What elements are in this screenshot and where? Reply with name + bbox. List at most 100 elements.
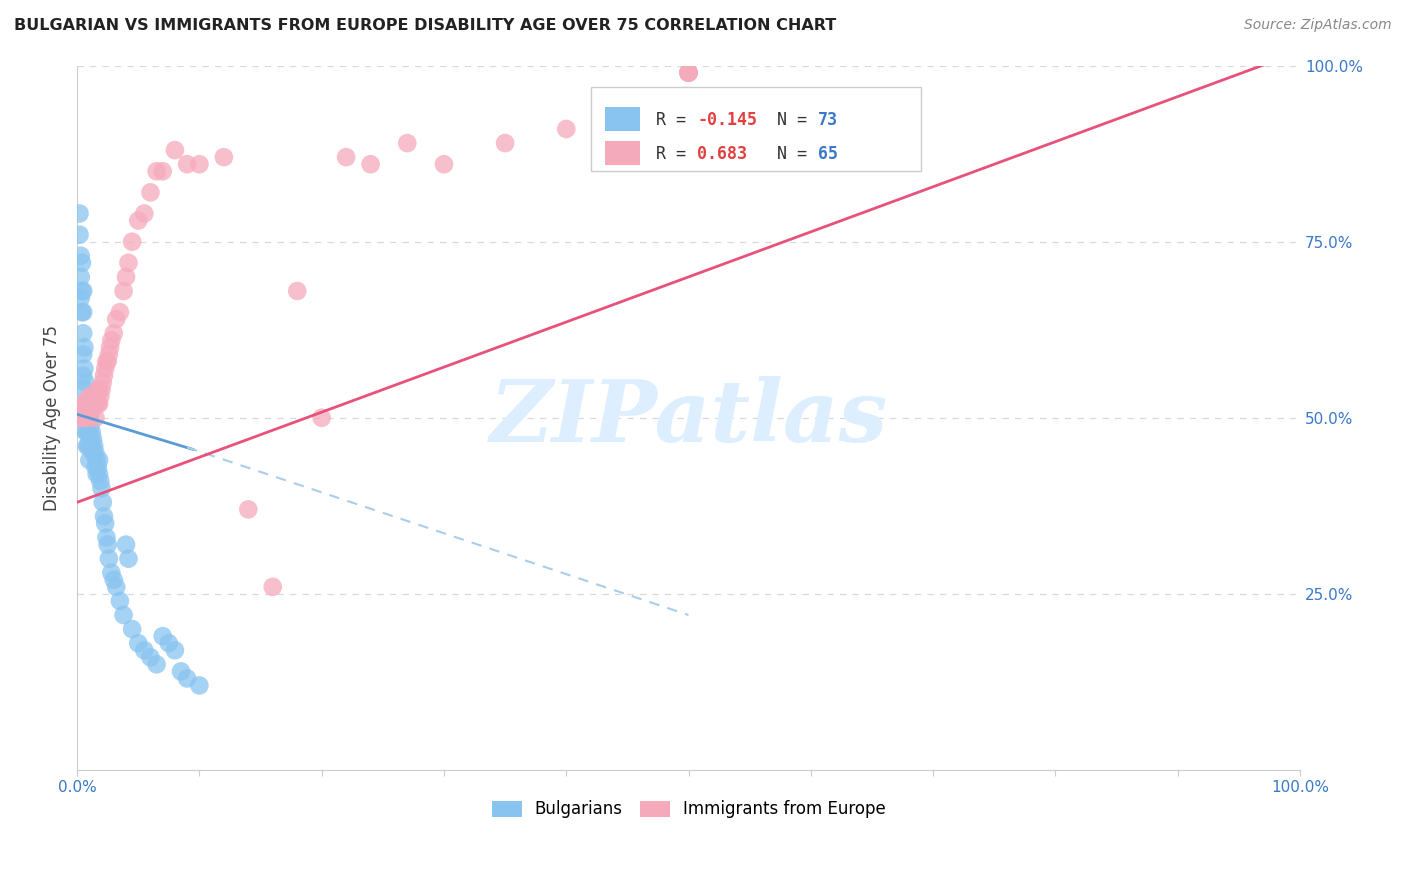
Point [103, 573, 125, 587]
Point [170, 665, 193, 679]
Point [108, 594, 131, 608]
Point [82, 432, 104, 446]
Point [678, 65, 700, 79]
Point [70, 305, 93, 319]
Point [84, 397, 107, 411]
Point [127, 636, 149, 650]
Point [87, 383, 110, 397]
Point [87, 467, 110, 482]
Point [79, 403, 101, 417]
Point [105, 312, 128, 326]
Point [121, 235, 143, 249]
Point [87, 397, 110, 411]
Point [212, 150, 235, 164]
Point [94, 361, 117, 376]
Point [87, 397, 110, 411]
Bar [606, 141, 640, 165]
Point [433, 157, 456, 171]
Bar [606, 107, 640, 131]
Point [91, 495, 114, 509]
Point [396, 136, 419, 150]
Point [262, 580, 284, 594]
Point [86, 467, 108, 482]
Point [100, 334, 122, 348]
Point [127, 213, 149, 227]
Point [678, 65, 700, 79]
Point [115, 538, 138, 552]
Point [94, 516, 117, 531]
Point [152, 629, 174, 643]
Point [82, 397, 104, 411]
Text: ZIPatlas: ZIPatlas [489, 376, 887, 459]
Point [616, 108, 638, 122]
Point [86, 390, 108, 404]
Point [69, 249, 91, 263]
Point [84, 460, 107, 475]
Point [89, 474, 111, 488]
Point [72, 326, 94, 341]
Point [72, 347, 94, 361]
Point [69, 227, 91, 242]
Point [139, 186, 162, 200]
Point [79, 425, 101, 439]
Point [73, 361, 96, 376]
Point [97, 347, 120, 361]
Point [97, 538, 120, 552]
Point [117, 551, 139, 566]
Point [73, 340, 96, 354]
Point [152, 164, 174, 178]
Point [82, 446, 104, 460]
Point [79, 432, 101, 446]
Point [76, 410, 98, 425]
Point [75, 397, 97, 411]
Point [100, 566, 122, 580]
Point [76, 397, 98, 411]
Point [285, 284, 308, 298]
Point [75, 410, 97, 425]
Point [678, 65, 700, 79]
Point [73, 403, 96, 417]
Text: 0.683: 0.683 [697, 145, 747, 162]
Point [77, 410, 100, 425]
Point [79, 397, 101, 411]
Point [72, 397, 94, 411]
Point [108, 305, 131, 319]
Text: N =: N = [747, 145, 817, 162]
Point [134, 206, 156, 220]
Point [176, 157, 198, 171]
Point [494, 136, 516, 150]
Point [70, 410, 93, 425]
Point [80, 439, 103, 453]
Point [75, 397, 97, 411]
Point [75, 376, 97, 390]
Point [69, 269, 91, 284]
Point [678, 65, 700, 79]
Point [139, 650, 162, 665]
Point [69, 410, 91, 425]
Text: R =: R = [655, 111, 696, 128]
Point [87, 453, 110, 467]
Point [79, 410, 101, 425]
Point [176, 672, 198, 686]
Point [335, 150, 357, 164]
Point [72, 368, 94, 383]
Point [115, 269, 138, 284]
FancyBboxPatch shape [591, 87, 921, 171]
Point [80, 403, 103, 417]
Point [79, 439, 101, 453]
Y-axis label: Disability Age Over 75: Disability Age Over 75 [44, 325, 60, 511]
Point [76, 425, 98, 439]
Text: 73: 73 [818, 111, 838, 128]
Point [117, 256, 139, 270]
Legend: Bulgarians, Immigrants from Europe: Bulgarians, Immigrants from Europe [485, 794, 893, 825]
Point [69, 206, 91, 220]
Point [188, 157, 211, 171]
Point [238, 502, 260, 516]
Point [70, 256, 93, 270]
Point [76, 410, 98, 425]
Point [77, 439, 100, 453]
Point [96, 531, 118, 545]
Point [79, 390, 101, 404]
Point [76, 397, 98, 411]
Point [76, 439, 98, 453]
